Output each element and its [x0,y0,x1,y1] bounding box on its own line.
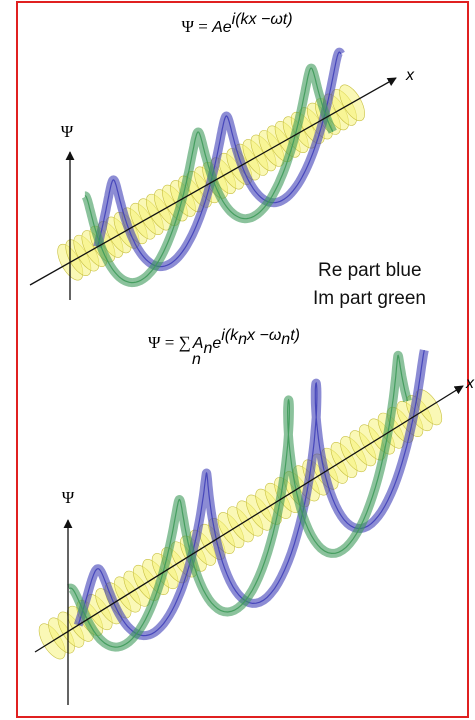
x-label: x [465,375,475,392]
formula-exp-index: n [238,331,247,348]
formula-lhs: Ψ = [148,333,179,352]
formula-amp: A [192,335,204,352]
formula-sum: ∑ [179,333,191,352]
imag-ribbon-edge [84,67,334,284]
formula-base: e [212,335,221,352]
x-axis [34,385,464,653]
formula-exp-index: n [281,331,290,348]
formula: Ψ = Aei(kx −ωt) [181,11,292,36]
x-label: x [405,67,415,84]
wave-top [57,47,365,288]
formula-exponent: i(kx −ωt) [232,11,293,28]
wave-bottom [38,347,443,660]
formula-exp: i(k [221,327,239,344]
imag-ribbon-edge [68,354,409,648]
psi-label: Ψ [61,122,74,141]
formula-exp: x −ω [246,327,281,344]
legend-entry: Im part green [313,288,426,309]
x-axis [29,77,397,286]
real-ribbon-edge [96,51,342,268]
formula-base: Ae [211,19,232,36]
frame [16,1,469,718]
formula-exp: t) [290,327,300,344]
formula-lhs: Ψ = [181,17,212,36]
real-ribbon-edge [77,349,425,637]
formula: Ψ = ∑ Anei(knx −ωnt) [148,327,300,357]
formula-sum-index: n [192,351,201,368]
legend-entry: Re part blue [318,260,422,281]
psi-label: Ψ [62,488,75,507]
formula-amp-index: n [203,340,212,357]
